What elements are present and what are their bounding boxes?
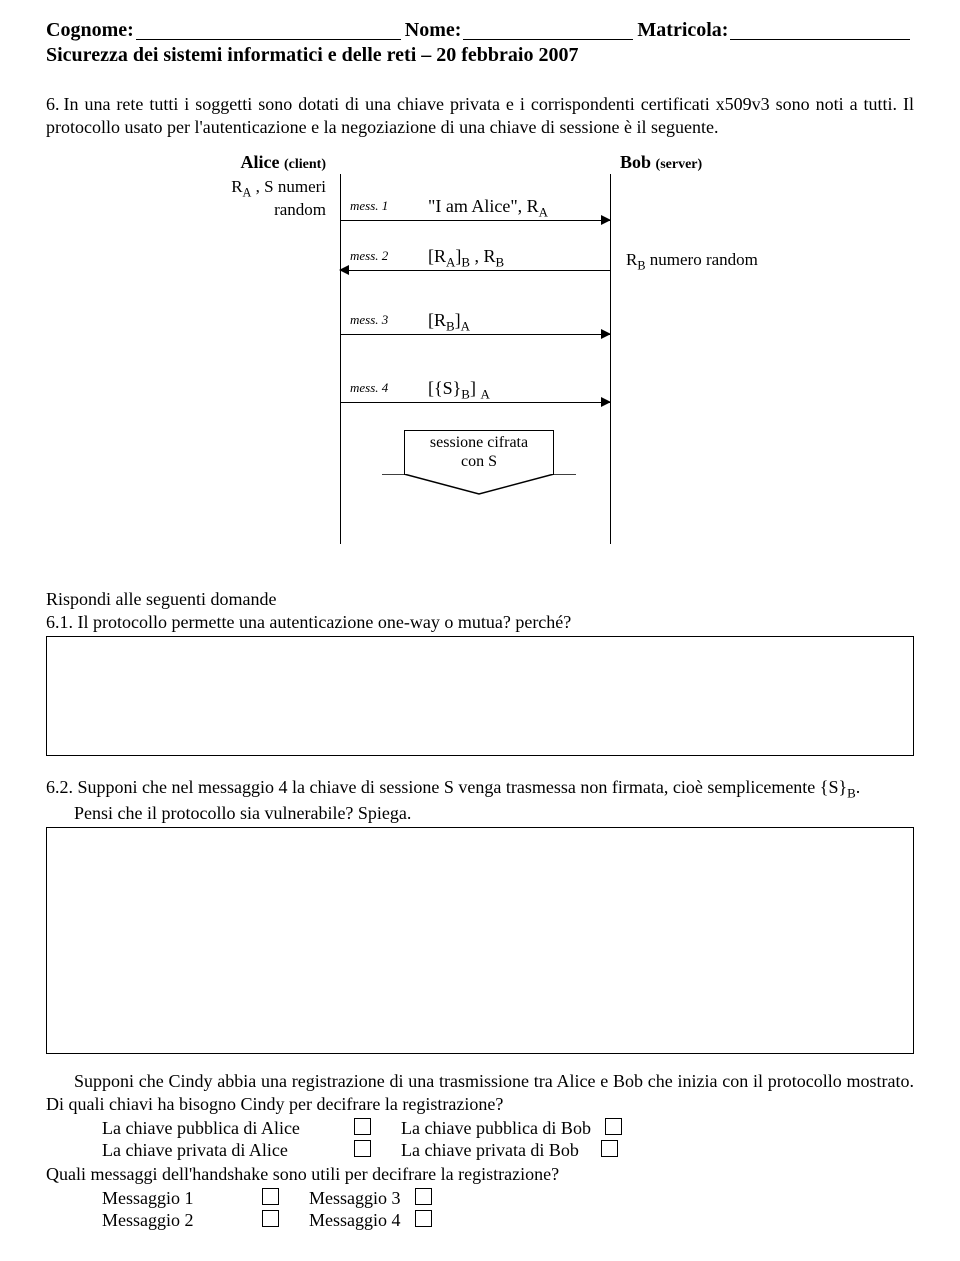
matricola-blank[interactable] — [730, 18, 910, 40]
alice-title: Alice — [241, 152, 280, 172]
alice-lifeline — [340, 174, 341, 544]
actor-alice: Alice (client) RA , S numeri random — [196, 152, 326, 220]
alice-note: RA , S numeri random — [196, 177, 326, 220]
checkbox[interactable] — [605, 1118, 622, 1135]
session-block: sessione cifrata con S — [404, 430, 554, 495]
session-line2: con S — [409, 452, 549, 471]
course-title: Sicurezza dei sistemi informatici e dell… — [46, 44, 914, 67]
tail-p1: Supponi che Cindy abbia una registrazion… — [46, 1070, 914, 1116]
q61-answer-box[interactable] — [46, 636, 914, 756]
msg-index: mess. 1 — [350, 198, 388, 214]
subq-lead: Rispondi alle seguenti domande — [46, 588, 914, 611]
bob-title: Bob — [620, 152, 651, 172]
nome-label: Nome: — [405, 19, 462, 42]
msg-content: "I am Alice", RA — [428, 196, 548, 221]
bob-sub: (server) — [656, 157, 703, 172]
msg-index: mess. 3 — [350, 312, 388, 328]
nome-blank[interactable] — [463, 18, 633, 40]
checkbox[interactable] — [415, 1188, 432, 1205]
q6-intro: 6.In una rete tutti i soggetti sono dota… — [46, 93, 914, 138]
q62-line1: 6.2. Supponi che nel messaggio 4 la chia… — [46, 776, 914, 802]
cb-msg-0-0: Messaggio 1 — [102, 1188, 262, 1209]
q6-number: 6. — [46, 94, 64, 114]
cb-key-1-0: La chiave privata di Alice — [102, 1140, 354, 1161]
bob-side-note: RB numero random — [626, 250, 758, 273]
cb-msg-0-1: Messaggio 3 — [309, 1188, 401, 1209]
alice-sub: (client) — [284, 157, 326, 172]
msg-content: [RB]A — [428, 310, 470, 335]
q62-line2: Pensi che il protocollo sia vulnerabile?… — [46, 802, 914, 825]
bob-lifeline — [610, 174, 611, 544]
cb-key-1-1: La chiave privata di Bob — [401, 1140, 579, 1161]
msg-content: [RA]B , RB — [428, 246, 504, 271]
checkbox[interactable] — [354, 1140, 371, 1157]
q6-text: In una rete tutti i soggetti sono dotati… — [46, 94, 914, 137]
arrow-right-icon — [601, 397, 611, 407]
cb-msg-1-1: Messaggio 4 — [309, 1210, 401, 1231]
msg-content: [{S}B] A — [428, 378, 490, 403]
cb-key-0-1: La chiave pubblica di Bob — [401, 1118, 591, 1139]
checkbox[interactable] — [601, 1140, 618, 1157]
cb-key-0-0: La chiave pubblica di Alice — [102, 1118, 354, 1139]
checkbox[interactable] — [262, 1210, 279, 1227]
key-checkboxes: La chiave pubblica di Alice La chiave pu… — [46, 1118, 914, 1161]
msg-index: mess. 4 — [350, 380, 388, 396]
arrow-right-icon — [601, 329, 611, 339]
msg-checkboxes: Messaggio 1 Messaggio 3 Messaggio 2 Mess… — [46, 1188, 914, 1231]
arrow-right-icon — [601, 215, 611, 225]
tail-p2: Quali messaggi dell'handshake sono utili… — [46, 1163, 914, 1186]
cognome-label: Cognome: — [46, 19, 134, 42]
cognome-blank[interactable] — [136, 18, 401, 40]
session-line1: sessione cifrata — [409, 433, 549, 452]
actor-bob: Bob (server) — [620, 152, 702, 173]
q62-answer-box[interactable] — [46, 827, 914, 1054]
checkbox[interactable] — [354, 1118, 371, 1135]
protocol-diagram: Alice (client) RA , S numeri random Bob … — [160, 152, 800, 572]
checkbox[interactable] — [262, 1188, 279, 1205]
exam-page: Cognome: Nome: Matricola: Sicurezza dei … — [0, 0, 960, 1261]
msg-index: mess. 2 — [350, 248, 388, 264]
checkbox[interactable] — [415, 1210, 432, 1227]
matricola-label: Matricola: — [637, 19, 728, 42]
q61-text: 6.1. Il protocollo permette una autentic… — [46, 611, 914, 634]
cb-msg-1-0: Messaggio 2 — [102, 1210, 262, 1231]
arrow-left-icon — [339, 265, 349, 275]
header-fields: Cognome: Nome: Matricola: — [46, 18, 914, 42]
